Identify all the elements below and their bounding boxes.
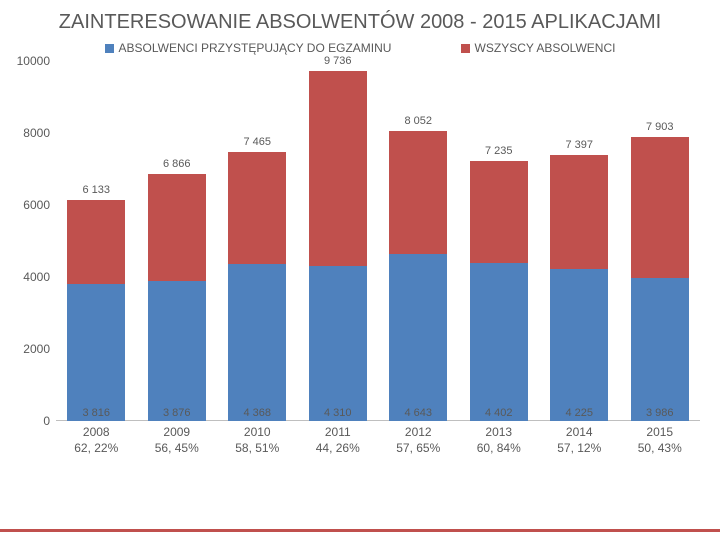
bar-column: 4 402 7 235 xyxy=(459,61,540,421)
bar-total-value-label: 9 736 xyxy=(324,55,352,67)
bar-stack: 4 643 8 052 xyxy=(389,131,447,421)
x-tick-label: 201144, 26% xyxy=(298,425,379,456)
bar-bottom-value-label: 3 816 xyxy=(82,407,110,419)
bar-column: 3 986 7 903 xyxy=(620,61,701,421)
bar-column: 4 310 9 736 xyxy=(298,61,379,421)
bar-total-value-label: 7 397 xyxy=(565,139,593,151)
chart-plot-area: 3 816 6 133 3 876 6 866 4 368 7 465 4 310 9 736… xyxy=(56,61,700,421)
y-tick-label: 10000 xyxy=(10,54,50,68)
legend-swatch-2 xyxy=(461,44,470,53)
legend: ABSOLWENCI PRZYSTĘPUJĄCY DO EGZAMINU WSZ… xyxy=(0,37,720,61)
x-tick-label: 201550, 43% xyxy=(620,425,701,456)
y-tick-label: 6000 xyxy=(10,198,50,212)
bar-total-value-label: 7 465 xyxy=(243,136,271,148)
legend-item: ABSOLWENCI PRZYSTĘPUJĄCY DO EGZAMINU xyxy=(105,41,392,55)
bar-total-value-label: 6 866 xyxy=(163,158,191,170)
bar-segment-bottom: 4 402 xyxy=(470,263,528,421)
chart-title: ZAINTERESOWANIE ABSOLWENTÓW 2008 - 2015 … xyxy=(0,0,720,37)
bar-stack: 3 816 6 133 xyxy=(67,200,125,421)
y-tick-label: 8000 xyxy=(10,126,50,140)
bar-segment-bottom: 3 816 xyxy=(67,284,125,421)
bar-stack: 3 876 6 866 xyxy=(148,174,206,421)
x-tick-label: 201058, 51% xyxy=(217,425,298,456)
bar-columns: 3 816 6 133 3 876 6 866 4 368 7 465 4 310 9 736… xyxy=(56,61,700,421)
bar-column: 4 225 7 397 xyxy=(539,61,620,421)
bar-bottom-value-label: 4 368 xyxy=(243,407,271,419)
bar-segment-top: 7 903 xyxy=(631,137,689,278)
bar-segment-top: 6 133 xyxy=(67,200,125,283)
bar-bottom-value-label: 4 402 xyxy=(485,407,513,419)
bar-column: 3 876 6 866 xyxy=(137,61,218,421)
bar-column: 3 816 6 133 xyxy=(56,61,137,421)
bar-total-value-label: 8 052 xyxy=(404,115,432,127)
legend-label-1: ABSOLWENCI PRZYSTĘPUJĄCY DO EGZAMINU xyxy=(119,41,392,55)
bar-total-value-label: 7 903 xyxy=(646,121,674,133)
bar-bottom-value-label: 3 986 xyxy=(646,407,674,419)
bar-segment-bottom: 4 368 xyxy=(228,264,286,421)
bar-stack: 3 986 7 903 xyxy=(631,137,689,421)
bar-bottom-value-label: 4 310 xyxy=(324,407,352,419)
bar-bottom-value-label: 4 225 xyxy=(565,407,593,419)
bar-segment-top: 7 397 xyxy=(550,155,608,269)
bar-bottom-value-label: 3 876 xyxy=(163,407,191,419)
bar-column: 4 643 8 052 xyxy=(378,61,459,421)
x-axis-labels: 200862, 22%200956, 45%201058, 51%201144,… xyxy=(56,425,700,456)
bar-stack: 4 368 7 465 xyxy=(228,152,286,421)
y-tick-label: 2000 xyxy=(10,342,50,356)
x-tick-label: 201360, 84% xyxy=(459,425,540,456)
bar-segment-top: 8 052 xyxy=(389,131,447,254)
x-tick-label: 201457, 12% xyxy=(539,425,620,456)
bar-stack: 4 225 7 397 xyxy=(550,155,608,421)
bar-segment-top: 7 235 xyxy=(470,161,528,263)
bar-column: 4 368 7 465 xyxy=(217,61,298,421)
legend-label-2: WSZYSCY ABSOLWENCI xyxy=(475,41,616,55)
legend-item: WSZYSCY ABSOLWENCI xyxy=(461,41,616,55)
bar-segment-bottom: 3 876 xyxy=(148,281,206,421)
bar-total-value-label: 6 133 xyxy=(82,184,110,196)
bar-segment-bottom: 3 986 xyxy=(631,278,689,421)
y-tick-label: 4000 xyxy=(10,270,50,284)
x-tick-label: 200862, 22% xyxy=(56,425,137,456)
bar-segment-bottom: 4 225 xyxy=(550,269,608,421)
bar-segment-top: 9 736 xyxy=(309,71,367,266)
footer-accent-line xyxy=(0,529,720,532)
bar-segment-top: 7 465 xyxy=(228,152,286,263)
bar-segment-bottom: 4 310 xyxy=(309,266,367,421)
legend-swatch-1 xyxy=(105,44,114,53)
y-tick-label: 0 xyxy=(10,414,50,428)
bar-segment-top: 6 866 xyxy=(148,174,206,282)
x-tick-label: 201257, 65% xyxy=(378,425,459,456)
bar-bottom-value-label: 4 643 xyxy=(404,407,432,419)
bar-stack: 4 310 9 736 xyxy=(309,71,367,421)
bar-segment-bottom: 4 643 xyxy=(389,254,447,421)
x-tick-label: 200956, 45% xyxy=(137,425,218,456)
bar-stack: 4 402 7 235 xyxy=(470,161,528,421)
bar-total-value-label: 7 235 xyxy=(485,145,513,157)
